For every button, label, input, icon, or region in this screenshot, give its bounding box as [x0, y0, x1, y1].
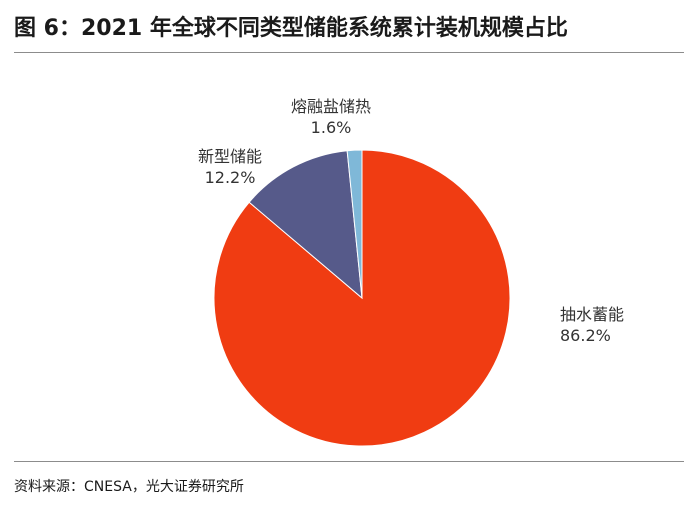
slice-value-molten-salt: 1.6% — [311, 118, 352, 137]
slice-name-pumped-hydro: 抽水蓄能 — [560, 305, 624, 324]
figure-title: 图 6：2021 年全球不同类型储能系统累计装机规模占比 — [14, 16, 568, 41]
slice-value-pumped-hydro: 86.2% — [560, 326, 611, 345]
title-divider — [14, 52, 684, 53]
slice-name-new-storage: 新型储能 — [198, 147, 262, 166]
pie-slices — [213, 149, 511, 447]
pie-slice-new-storage — [248, 150, 363, 300]
source-note: 资料来源：CNESA，光大证券研究所 — [14, 479, 244, 495]
pie-slice-molten-salt — [346, 149, 363, 299]
source-divider — [14, 461, 684, 462]
slice-name-molten-salt: 熔融盐储热 — [291, 97, 371, 116]
pie-labels: 抽水蓄能 86.2% 新型储能 12.2% 熔融盐储热 1.6% — [198, 97, 624, 345]
slice-value-new-storage: 12.2% — [205, 168, 256, 187]
